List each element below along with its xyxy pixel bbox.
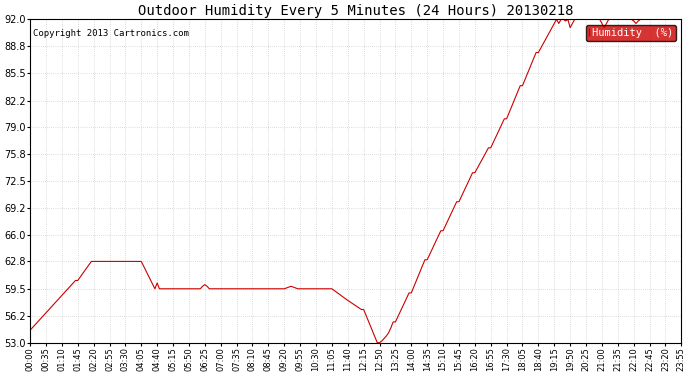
Legend: Humidity  (%): Humidity (%) [586,24,676,41]
Title: Outdoor Humidity Every 5 Minutes (24 Hours) 20130218: Outdoor Humidity Every 5 Minutes (24 Hou… [138,4,573,18]
Text: Copyright 2013 Cartronics.com: Copyright 2013 Cartronics.com [33,29,189,38]
